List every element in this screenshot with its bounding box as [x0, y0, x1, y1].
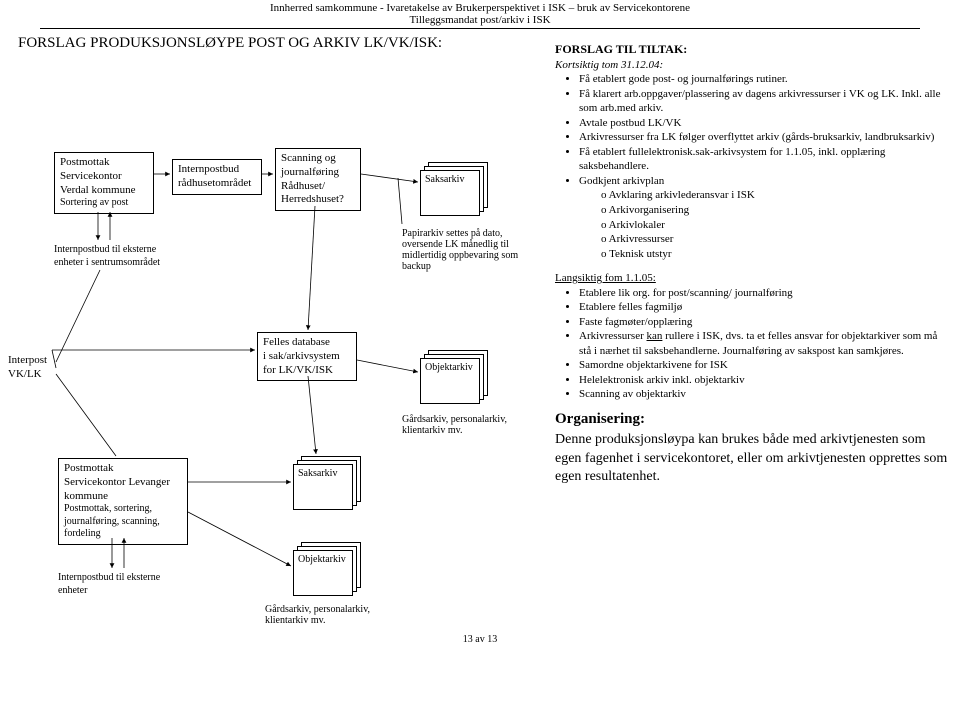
box-lev-l6: fordeling [64, 528, 182, 541]
list-item: Få etablert gode post- og journalførings… [579, 72, 950, 87]
box-verdal-l2: Servicekontor [60, 170, 148, 184]
doc-header-line2: Tilleggsmandat post/arkiv i ISK [0, 14, 960, 26]
box-internradhus: Internpostbud rådhusetområdet [172, 159, 262, 195]
list-item: Arkivlokaler [601, 218, 950, 233]
box-lev-l4: Postmottak, sortering, [64, 503, 182, 516]
caption-gards-2: Gårdsarkiv, personalarkiv,klientarkiv mv… [265, 604, 405, 626]
box-scanning-l1: Scanning og [281, 152, 355, 166]
langsiktig-list: Etablere lik org. for post/scanning/ jou… [579, 286, 950, 402]
list-item: Arkivorganisering [601, 203, 950, 218]
organisering-title: Organisering: [555, 410, 950, 430]
doc-header-line1: Innherred samkommune - Ivaretakelse av B… [0, 0, 960, 14]
box-felles: Felles database i sak/arkivsystem for LK… [257, 332, 357, 381]
box-felles-l3: for LK/VK/ISK [263, 364, 351, 378]
box-internradhus-l2: rådhusetområdet [178, 177, 256, 191]
list-item: Samordne objektarkivene for ISK [579, 358, 950, 373]
list-item: Få klarert arb.oppgaver/plassering av da… [579, 87, 950, 116]
list-item-label: Godkjent arkivplan [579, 175, 664, 187]
list-item: Godkjent arkivplan Avklaring arkivledera… [579, 174, 950, 261]
langsiktig-title: Langsiktig fom 1.1.05: [555, 271, 950, 286]
list-item-pre: Arkivressurser [579, 330, 647, 342]
paper-icon: Saksarkiv [420, 170, 480, 216]
list-item: Arkivressurser [601, 232, 950, 247]
caption-papirarkiv: Papirarkiv settes på dato,oversende LK m… [402, 228, 542, 272]
label-ext-sentrum: Internpostbud til eksterneenheter i sent… [54, 244, 204, 269]
caption-gards-1: Gårdsarkiv, personalarkiv,klientarkiv mv… [402, 414, 542, 436]
list-item: Etablere lik org. for post/scanning/ jou… [579, 286, 950, 301]
box-internradhus-l1: Internpostbud [178, 163, 256, 177]
box-verdal-l1: Postmottak [60, 156, 148, 170]
box-felles-l2: i sak/arkivsystem [263, 350, 351, 364]
box-levanger: Postmottak Servicekontor Levanger kommun… [58, 458, 188, 545]
right-column: FORSLAG TIL TILTAK: Kortsiktig tom 31.12… [555, 42, 950, 487]
box-scanning-l4: Herredshuset? [281, 193, 355, 207]
box-scanning-l2: journalføring [281, 166, 355, 180]
list-item: Avtale postbud LK/VK [579, 116, 950, 131]
list-item: Arkivressurser kan rullere i ISK, dvs. t… [579, 329, 950, 358]
kortsiktig-title: Kortsiktig tom 31.12.04: [555, 58, 950, 73]
list-item: Avklaring arkivlederansvar i ISK [601, 188, 950, 203]
box-verdal-l3: Verdal kommune [60, 184, 148, 198]
page-number: 13 av 13 [463, 634, 497, 645]
kortsiktig-list: Få etablert gode post- og journalførings… [579, 72, 950, 261]
box-lev-l5: journalføring, scanning, [64, 516, 182, 529]
list-item-underline: kan [647, 330, 663, 342]
box-felles-l1: Felles database [263, 336, 351, 350]
box-scanning-l3: Rådhuset/ [281, 180, 355, 194]
box-lev-l2: Servicekontor Levanger [64, 476, 182, 490]
list-item: Helelektronisk arkiv inkl. objektarkiv [579, 373, 950, 388]
box-lev-l3: kommune [64, 490, 182, 504]
box-verdal-l4: Sortering av post [60, 197, 148, 210]
list-item: Scanning av objektarkiv [579, 387, 950, 402]
paper-icon: Saksarkiv [293, 464, 353, 510]
list-item: Teknisk utstyr [601, 247, 950, 262]
list-item: Arkivressurser fra LK følger overflyttet… [579, 130, 950, 145]
paper-icon: Objektarkiv [420, 358, 480, 404]
list-item: Etablere felles fagmiljø [579, 300, 950, 315]
box-scanning: Scanning og journalføring Rådhuset/ Herr… [275, 148, 361, 211]
list-item: Faste fagmøter/opplæring [579, 315, 950, 330]
list-item: Få etablert fullelektronisk.sak-arkivsys… [579, 145, 950, 174]
kortsiktig-sublist: Avklaring arkivlederansvar i ISK Arkivor… [601, 188, 950, 261]
box-lev-l1: Postmottak [64, 462, 182, 476]
organisering-text: Denne produksjonsløypa kan brukes både m… [555, 431, 950, 486]
label-ext-enheter: Internpostbud til eksterneenheter [58, 572, 208, 597]
tiltak-title: FORSLAG TIL TILTAK: [555, 42, 950, 58]
interpost-label: InterpostVK/LK [8, 354, 54, 382]
paper-icon: Objektarkiv [293, 550, 353, 596]
header-rule [40, 28, 920, 29]
box-verdal: Postmottak Servicekontor Verdal kommune … [54, 152, 154, 214]
